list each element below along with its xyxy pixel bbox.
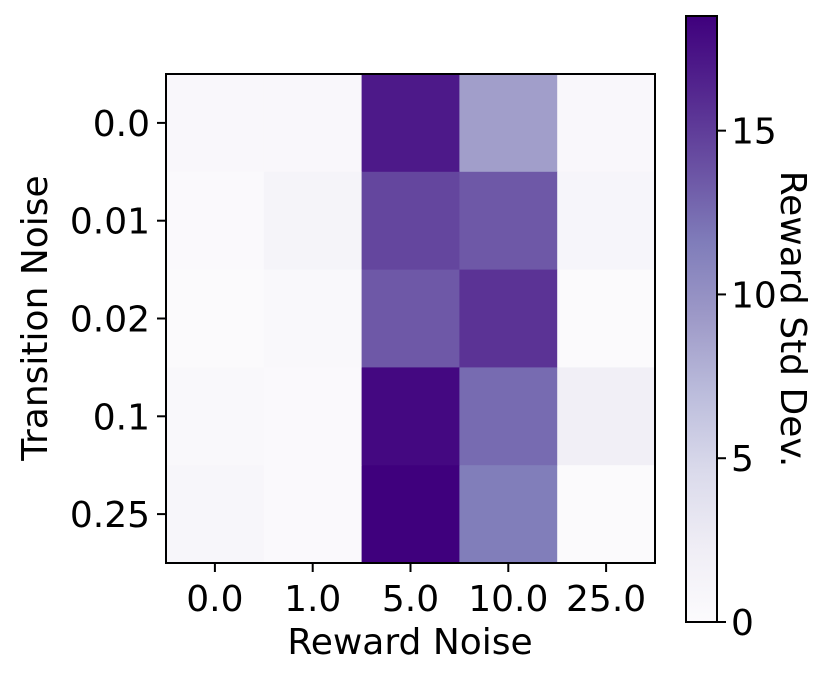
colorbar-tick-label: 5 — [731, 439, 754, 480]
heatmap-cell — [557, 171, 656, 271]
heatmap-cell — [557, 74, 656, 173]
x-tick-label: 1.0 — [284, 579, 341, 620]
heatmap-cell — [361, 74, 460, 173]
heatmap-cell — [166, 74, 265, 173]
heatmap-cell — [361, 465, 460, 564]
heatmap-cell — [361, 171, 460, 271]
colorbar-tick-label: 10 — [731, 275, 777, 316]
heatmap-cell — [166, 171, 265, 271]
y-tick-label: 0.01 — [70, 202, 150, 243]
heatmap-cell — [557, 367, 656, 466]
heatmap-cell — [557, 465, 656, 564]
y-axis-label: Transition Noise — [15, 175, 56, 461]
heatmap-cell — [459, 171, 558, 271]
heatmap-cell — [166, 465, 265, 564]
heatmap-cell — [557, 269, 656, 368]
y-axis: 0.0 0.01 0.02 0.1 0.25 — [70, 104, 166, 536]
heatmap-cell — [263, 367, 363, 466]
heatmap-cell — [361, 367, 460, 466]
heatmap-cell — [263, 465, 363, 564]
y-tick-label: 0.25 — [70, 495, 150, 536]
heatmap-cell — [459, 269, 558, 368]
heatmap-cell — [166, 269, 265, 368]
heatmap-cell — [459, 74, 558, 173]
heatmap-cell — [459, 367, 558, 466]
y-tick-label: 0.02 — [70, 300, 150, 341]
colorbar — [685, 15, 718, 623]
colorbar-label: Reward Std Dev. — [772, 171, 813, 468]
y-tick-label: 0.1 — [93, 397, 150, 438]
y-tick-label: 0.0 — [93, 104, 150, 145]
heatmap-cell — [361, 269, 460, 368]
heatmap-cell — [263, 74, 363, 173]
x-axis-label: Reward Noise — [287, 622, 532, 663]
x-tick-label: 10.0 — [468, 579, 548, 620]
heatmap-cells — [166, 74, 656, 564]
colorbar-tick-label: 0 — [731, 603, 754, 644]
x-tick-label: 25.0 — [566, 579, 646, 620]
x-tick-label: 0.0 — [186, 579, 243, 620]
heatmap-cell — [263, 171, 363, 271]
colorbar-ticks: 0 5 10 15 — [717, 112, 777, 644]
heatmap-cell — [459, 465, 558, 564]
x-tick-label: 5.0 — [382, 579, 439, 620]
colorbar-tick-label: 15 — [731, 112, 777, 153]
x-axis: 0.0 1.0 5.0 10.0 25.0 — [186, 563, 646, 620]
heatmap-cell — [263, 269, 363, 368]
heatmap-cell — [166, 367, 265, 466]
